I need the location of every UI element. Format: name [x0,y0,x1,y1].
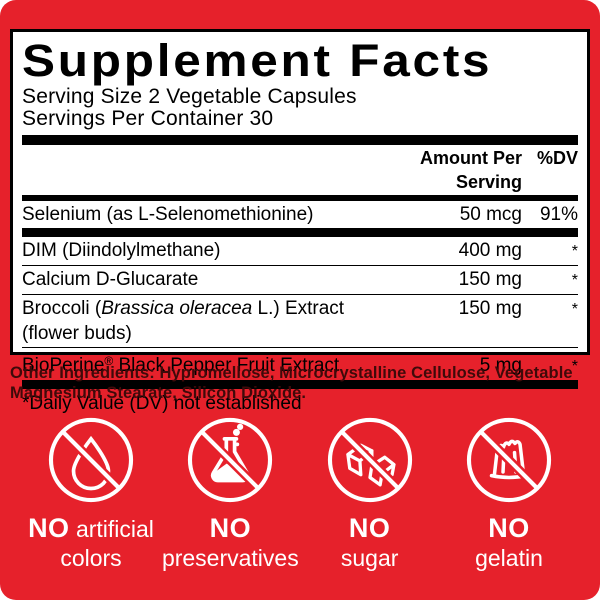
table-row-selenium: Selenium (as L-Selenomethionine) 50 mcg … [22,201,578,228]
row-dv: * [571,272,578,289]
badge-no-gelatin: NO gelatin [440,414,578,571]
badge-label-line2: preservatives [161,545,299,571]
row-dv: * [571,243,578,260]
table-row-broccoli-extract: Broccoli (Brassica oleracea L.) Extract … [22,294,578,347]
header-percent-dv: %DV [536,148,578,168]
daily-value-footnote: *Daily Value (DV) not established [22,393,302,414]
table-row-dim: DIM (Diindolylmethane) 400 mg * [22,237,578,265]
row-name: Broccoli (Brassica oleracea L.) Extract … [22,298,345,344]
badge-label-line1: NO [348,513,391,543]
divider-thick-top [22,135,578,145]
header-amount-per-serving: Amount Per Serving [419,148,522,192]
no-sugar-icon [327,417,412,503]
servings-per-container-line: Servings Per Container 30 [22,107,274,130]
divider-under-header [22,195,578,201]
table-row-bioperine: BioPerine® Black Pepper Fruit Extract 5 … [22,347,578,380]
divider-heavy-2 [22,380,578,389]
no-preservatives-icon [188,417,273,503]
table-row-calcium-d-glucarate: Calcium D-Glucarate 150 mg * [22,265,578,294]
badge-no-sugar: NO sugar [301,414,439,571]
no-gelatin-icon [466,417,552,503]
badge-no-artificial-colors: NO artificial colors [22,414,160,571]
row-amount: 50 mcg [459,204,522,225]
badge-label-line2: gelatin [475,545,543,571]
badge-label-line2: sugar [340,545,399,571]
other-ingredients-text: Other Ingredients: Hypromellose, Microcr… [10,364,573,402]
row-name: DIM (Diindolylmethane) [22,240,221,261]
row-dv: * [571,358,578,375]
badge-label-line2: colors [60,545,122,571]
row-dv: * [571,301,578,318]
badge-no-preservatives: NO preservatives [161,414,299,571]
row-name: Calcium D-Glucarate [22,269,199,290]
supplement-facts-title: Supplement Facts [22,35,493,86]
divider-heavy-1 [22,228,578,237]
serving-size-line: Serving Size 2 Vegetable Capsules [22,85,357,108]
row-name: Selenium (as L-Selenomethionine) [22,204,314,225]
row-dv: 91% [539,204,578,225]
badge-label-line1: NO [209,513,252,543]
row-amount: 5 mg [479,355,522,376]
no-artificial-colors-icon [48,417,134,503]
badge-label-line1: NO artificial [28,513,154,543]
table-header-row: Amount Per Serving %DV [22,145,578,195]
row-amount: 400 mg [458,240,522,261]
badge-label-line1: NO [488,513,530,543]
row-name: BioPerine® Black Pepper Fruit Extract [22,354,340,376]
row-amount: 150 mg [458,269,522,290]
supplement-facts-panel: Supplement Facts Serving Size 2 Vegetabl… [10,29,590,414]
no-badges-row: NO artificial colors NO preservatives [0,414,600,571]
row-amount: 150 mg [458,298,522,319]
